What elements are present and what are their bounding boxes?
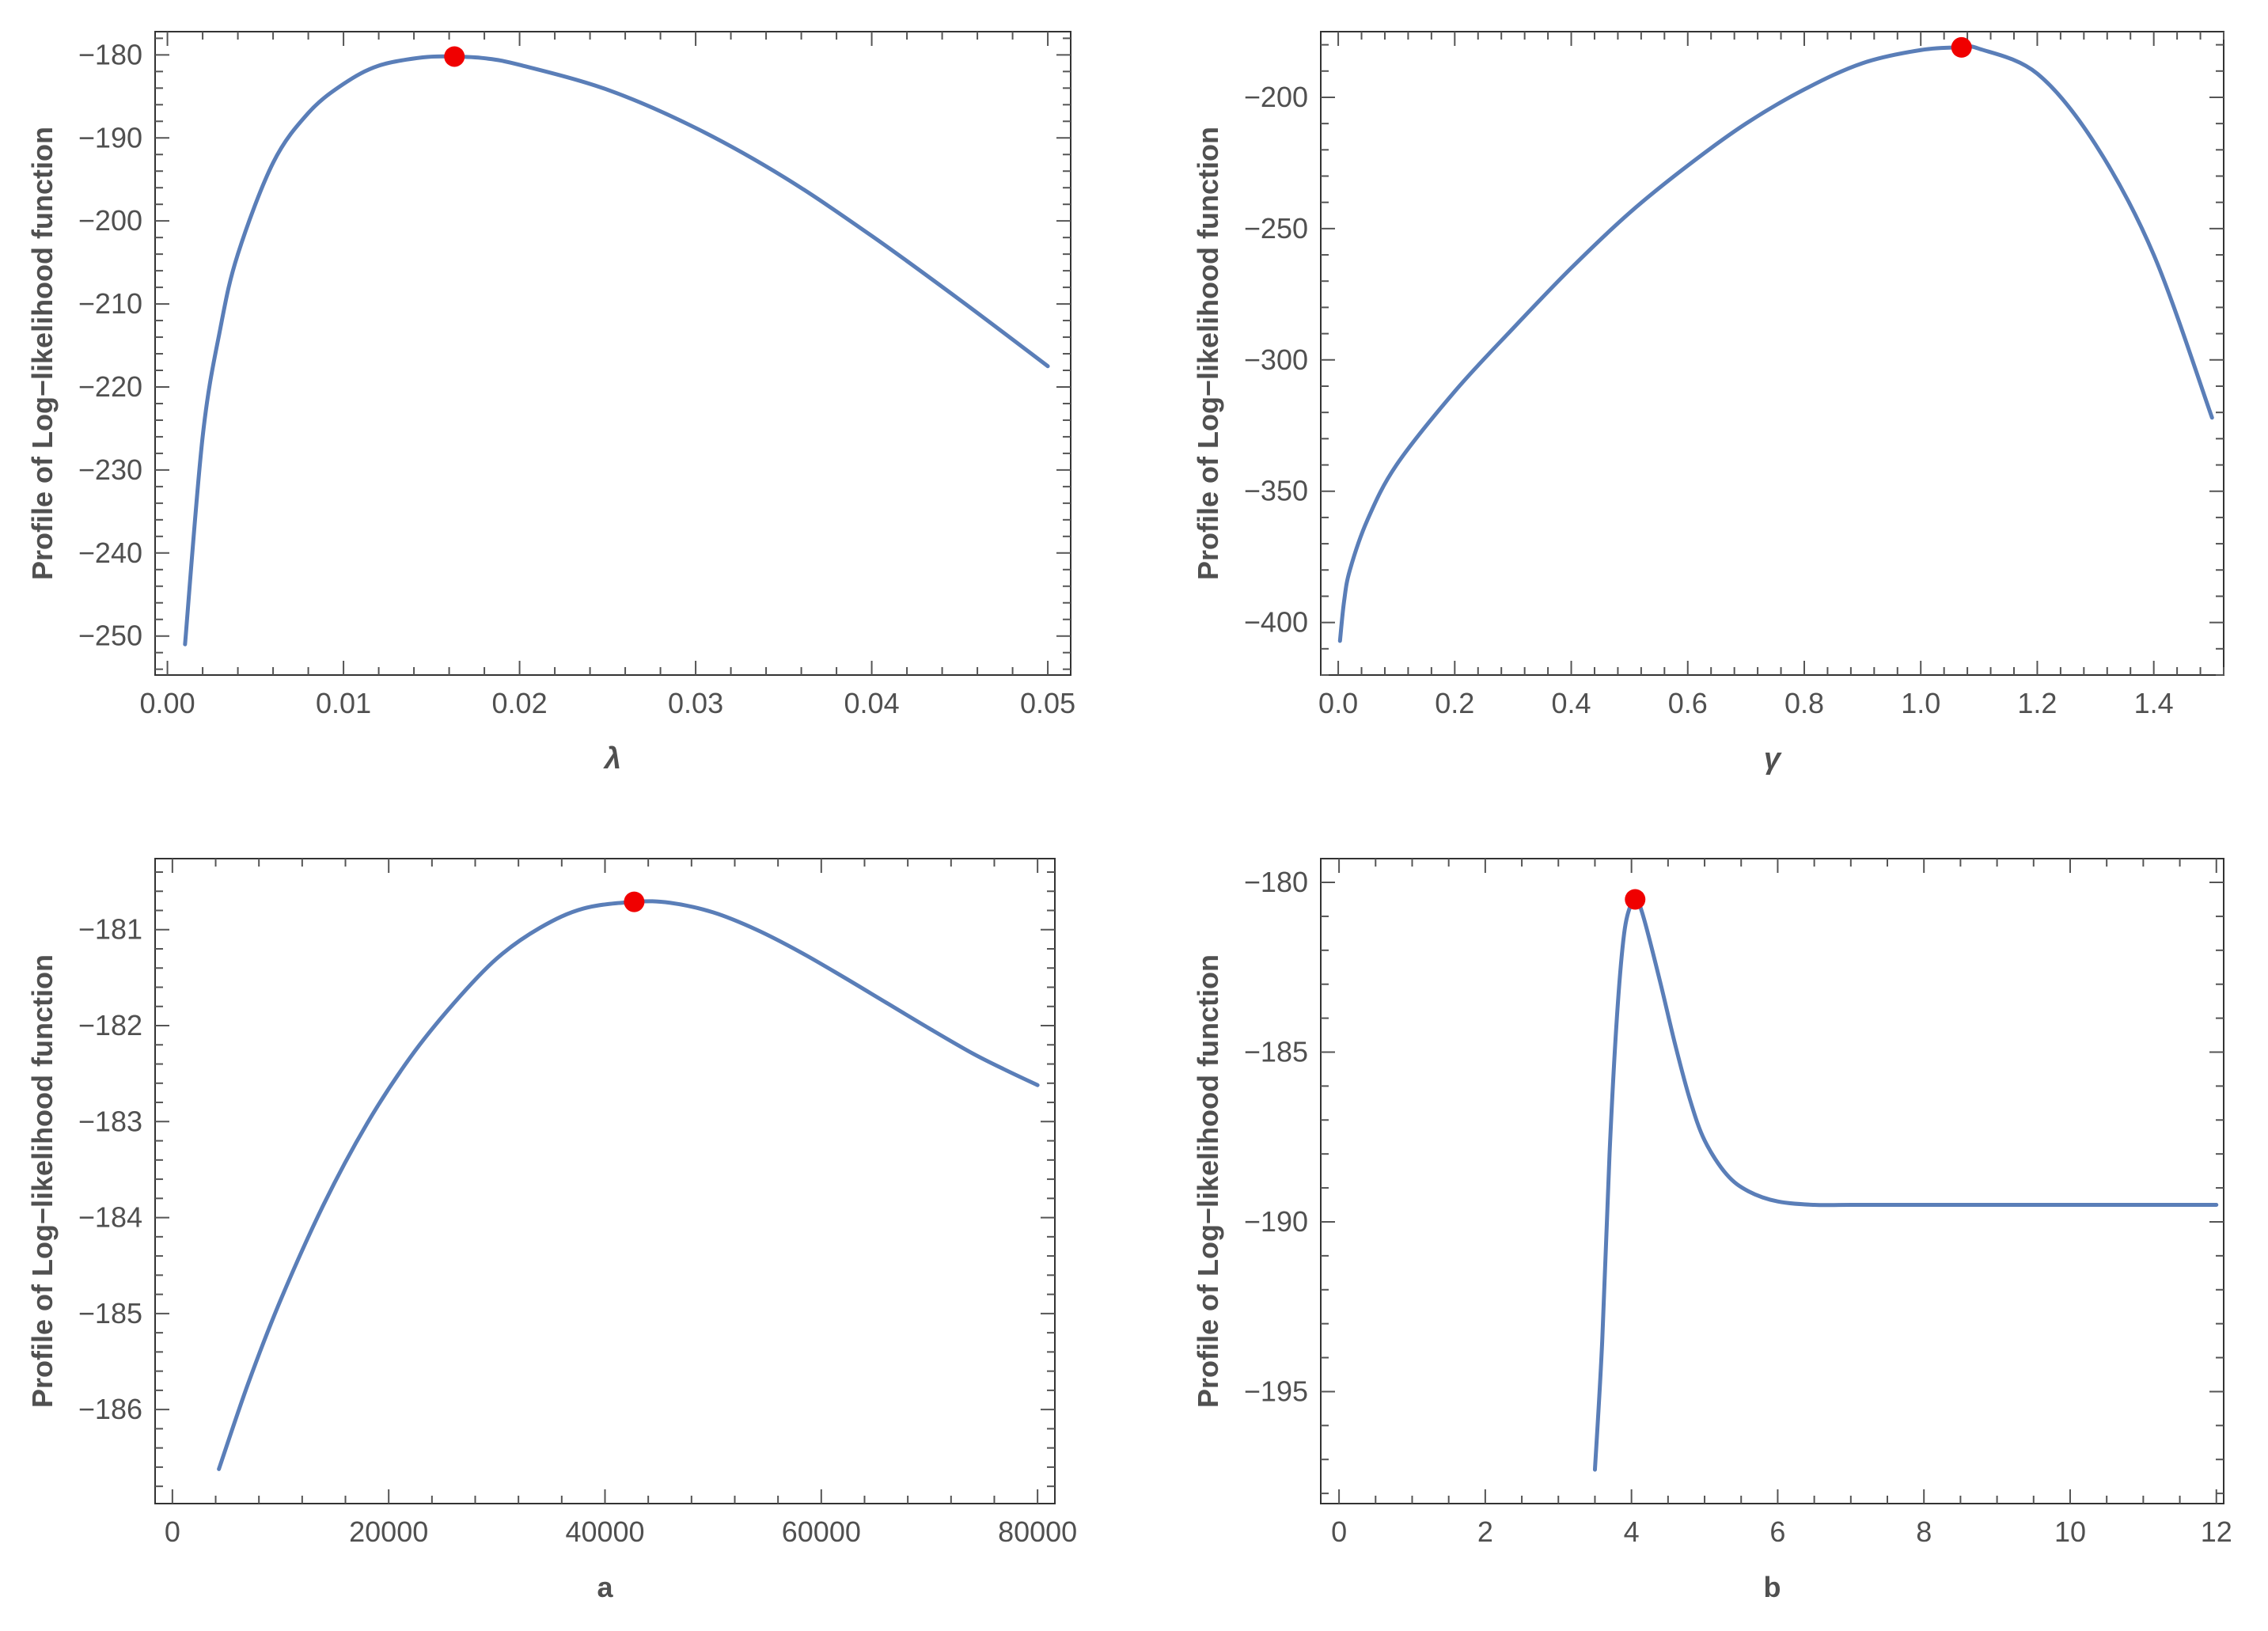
chart-panel-gamma: 0.0 0.2 0.4 0.6 0.8 1.0 1.2 1.4 −200 −250 −300 −350… — [1192, 31, 2224, 776]
x-tick-label: 0.8 — [1784, 687, 1824, 719]
x-tick-label: 12 — [2201, 1515, 2232, 1548]
y-axis-title: Profile of Log−likelihood function — [26, 954, 59, 1408]
x-tick-label: 60000 — [782, 1515, 861, 1548]
likelihood-curve — [1592, 897, 2219, 1472]
x-axis-title: a — [597, 1571, 613, 1603]
x-tick-label: 40000 — [565, 1515, 644, 1548]
axis-ticks — [155, 32, 1071, 675]
x-tick-label: 1.2 — [2017, 687, 2057, 719]
chart-panel-b: 0 2 4 6 8 10 12 −180 −185 −190 −195 b Profile of Log… — [1192, 858, 2232, 1603]
y-tick-label: −190 — [1244, 1205, 1308, 1238]
x-tick-label: 4 — [1624, 1515, 1640, 1548]
y-tick-label: −182 — [78, 1009, 142, 1041]
y-tick-label: −240 — [78, 537, 142, 569]
axis-ticks — [1321, 32, 2224, 676]
x-tick-label: 80000 — [998, 1515, 1077, 1548]
x-tick-label: 20000 — [349, 1515, 428, 1548]
x-tick-label: 0.03 — [668, 687, 723, 719]
x-tick-label: 1.4 — [2134, 687, 2174, 719]
y-tick-label: −185 — [78, 1297, 142, 1329]
axis-ticks — [1321, 859, 2224, 1504]
likelihood-curve — [1337, 44, 2214, 643]
maximum-point — [444, 46, 465, 67]
plot-frame — [154, 31, 1071, 676]
y-tick-label: −186 — [78, 1393, 142, 1425]
maximum-point — [1625, 889, 1646, 910]
x-tick-label: 0 — [1331, 1515, 1347, 1548]
y-tick-label: −180 — [1244, 866, 1308, 898]
y-axis-title: Profile of Log−likelihood function — [1192, 127, 1224, 580]
x-tick-label: 0.00 — [140, 687, 195, 719]
x-tick-label: 0.04 — [844, 687, 900, 719]
chart-panel-a: 0 20000 40000 60000 80000 −181 −182 −183 −184 −18… — [26, 858, 1077, 1603]
chart-panel-lambda: 0.00 0.01 0.02 0.03 0.04 0.05 −180 −190 −200 −210… — [26, 31, 1075, 776]
y-tick-label: −181 — [78, 913, 142, 946]
y-tick-label: −250 — [78, 620, 142, 652]
y-axis-title: Profile of Log−likelihood function — [1192, 954, 1224, 1408]
x-axis-title: b — [1764, 1571, 1781, 1603]
plot-frame — [154, 858, 1056, 1504]
y-tick-label: −400 — [1244, 606, 1308, 639]
y-tick-label: −220 — [78, 370, 142, 403]
y-tick-label: −350 — [1244, 475, 1308, 507]
axis-ticks — [155, 859, 1055, 1504]
x-tick-label: 6 — [1769, 1515, 1785, 1548]
x-tick-label: 8 — [1916, 1515, 1932, 1548]
x-tick-label: 0.0 — [1318, 687, 1358, 719]
x-tick-label: 0.05 — [1020, 687, 1075, 719]
y-tick-label: −183 — [78, 1105, 142, 1137]
x-tick-label: 2 — [1477, 1515, 1493, 1548]
likelihood-curve — [217, 899, 1040, 1471]
likelihood-curve — [183, 54, 1050, 647]
x-tick-label: 0 — [165, 1515, 180, 1548]
plot-frame — [1320, 31, 2224, 676]
maximum-point — [1951, 36, 1972, 58]
x-axis-title: λ — [603, 742, 621, 776]
y-tick-label: −195 — [1244, 1375, 1308, 1407]
y-tick-label: −184 — [78, 1201, 142, 1234]
y-tick-label: −230 — [78, 453, 142, 486]
y-tick-label: −210 — [78, 287, 142, 320]
x-tick-label: 0.4 — [1552, 687, 1591, 719]
y-tick-label: −300 — [1244, 343, 1308, 376]
plot-frame — [1320, 858, 2224, 1504]
x-tick-label: 0.02 — [492, 687, 548, 719]
y-tick-label: −200 — [1244, 81, 1308, 113]
maximum-point — [624, 891, 645, 912]
y-tick-label: −185 — [1244, 1036, 1308, 1068]
y-tick-label: −250 — [1244, 212, 1308, 245]
x-tick-label: 1.0 — [1901, 687, 1940, 719]
y-tick-label: −190 — [78, 121, 142, 154]
x-axis-title: γ — [1764, 742, 1782, 776]
y-axis-title: Profile of Log−likelihood function — [26, 127, 59, 580]
x-tick-label: 0.6 — [1668, 687, 1708, 719]
x-tick-label: 10 — [2054, 1515, 2086, 1548]
x-tick-label: 0.01 — [316, 687, 371, 719]
x-tick-label: 0.2 — [1435, 687, 1474, 719]
y-tick-label: −200 — [78, 204, 142, 237]
y-tick-label: −180 — [78, 38, 142, 70]
